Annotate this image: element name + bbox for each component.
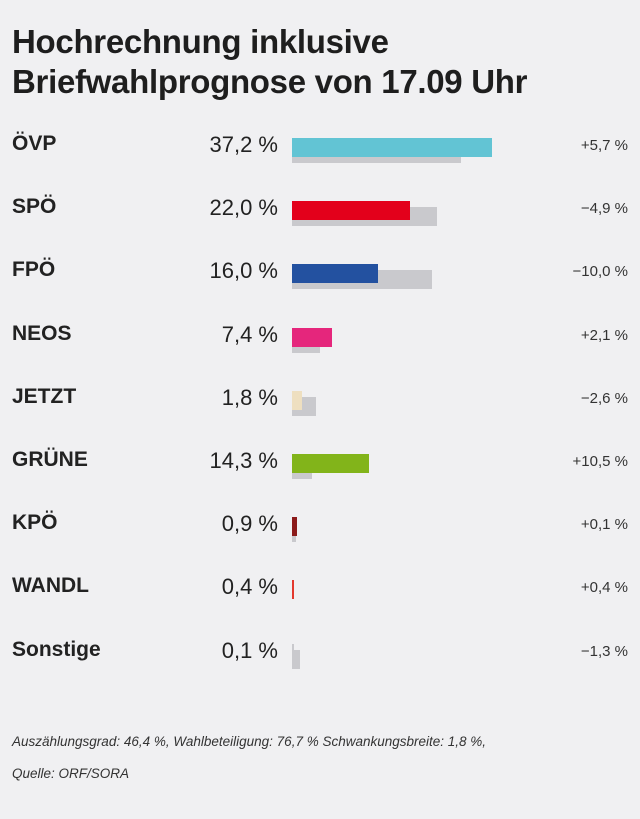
chart-row: GRÜNE 14,3 % +10,5 %: [0, 432, 640, 495]
value-label: 7,4 %: [221, 321, 278, 347]
chart-row: SPÖ 22,0 % −4,9 %: [0, 179, 640, 242]
chart-row: JETZT 1,8 % −2,6 %: [0, 369, 640, 432]
party-label: JETZT: [12, 384, 77, 408]
chart-row: Sonstige 0,1 % −1,3 %: [0, 622, 640, 685]
chart-title-line-1: Hochrechnung inklusive: [12, 23, 389, 60]
chart-row: ÖVP 37,2 % +5,7 %: [0, 116, 640, 179]
bar-current: [292, 201, 411, 221]
party-label: ÖVP: [12, 132, 57, 155]
party-label: NEOS: [12, 321, 72, 345]
bar-current: [292, 643, 294, 663]
value-label: 14,3 %: [209, 448, 279, 473]
value-label: 0,4 %: [221, 574, 278, 600]
change-label: +0,4 %: [580, 579, 628, 597]
footer-source: Quelle: ORF/SORA: [12, 766, 130, 781]
bar-current: [292, 264, 379, 284]
value-label: 16,0 %: [209, 258, 279, 284]
party-label: KPÖ: [12, 511, 58, 535]
chart-row: WANDL 0,4 % +0,4 %: [0, 558, 640, 621]
value-label: 37,2 %: [209, 132, 279, 157]
party-label: SPÖ: [12, 195, 57, 219]
change-label: −2,6 %: [580, 389, 628, 407]
bar-current: [292, 580, 295, 600]
change-label: −4,9 %: [580, 200, 628, 218]
value-label: 22,0 %: [209, 195, 279, 221]
change-label: +10,5 %: [572, 453, 628, 470]
value-label: 0,9 %: [221, 511, 278, 537]
change-label: +5,7 %: [580, 137, 628, 154]
change-label: −10,0 %: [572, 263, 628, 281]
value-label: 1,8 %: [221, 384, 278, 410]
bar-current: [292, 454, 369, 473]
change-label: +0,1 %: [580, 516, 628, 534]
bar-current: [292, 138, 492, 157]
chart-title: Hochrechnung inklusive Briefwahlprognose…: [12, 22, 612, 102]
change-label: +2,1 %: [580, 326, 628, 344]
chart-row: NEOS 7,4 % +2,1 %: [0, 306, 640, 369]
party-label: Sonstige: [12, 637, 101, 661]
bar-current: [292, 327, 332, 347]
change-label: −1,3 %: [580, 642, 628, 660]
party-label: FPÖ: [12, 258, 56, 282]
bar-previous: [292, 649, 300, 669]
party-label: WANDL: [12, 574, 89, 598]
chart-row: FPÖ 16,0 % −10,0 %: [0, 242, 640, 305]
chart-title-line-2: Briefwahlprognose von 17.09 Uhr: [12, 63, 528, 100]
chart-row: KPÖ 0,9 % +0,1 %: [0, 495, 640, 558]
value-label: 0,1 %: [221, 637, 278, 663]
bar-current: [292, 390, 302, 410]
footer-stats: Auszählungsgrad: 46,4 %, Wahlbeteiligung…: [12, 734, 487, 749]
party-label: GRÜNE: [12, 448, 88, 471]
bar-current: [292, 517, 297, 537]
